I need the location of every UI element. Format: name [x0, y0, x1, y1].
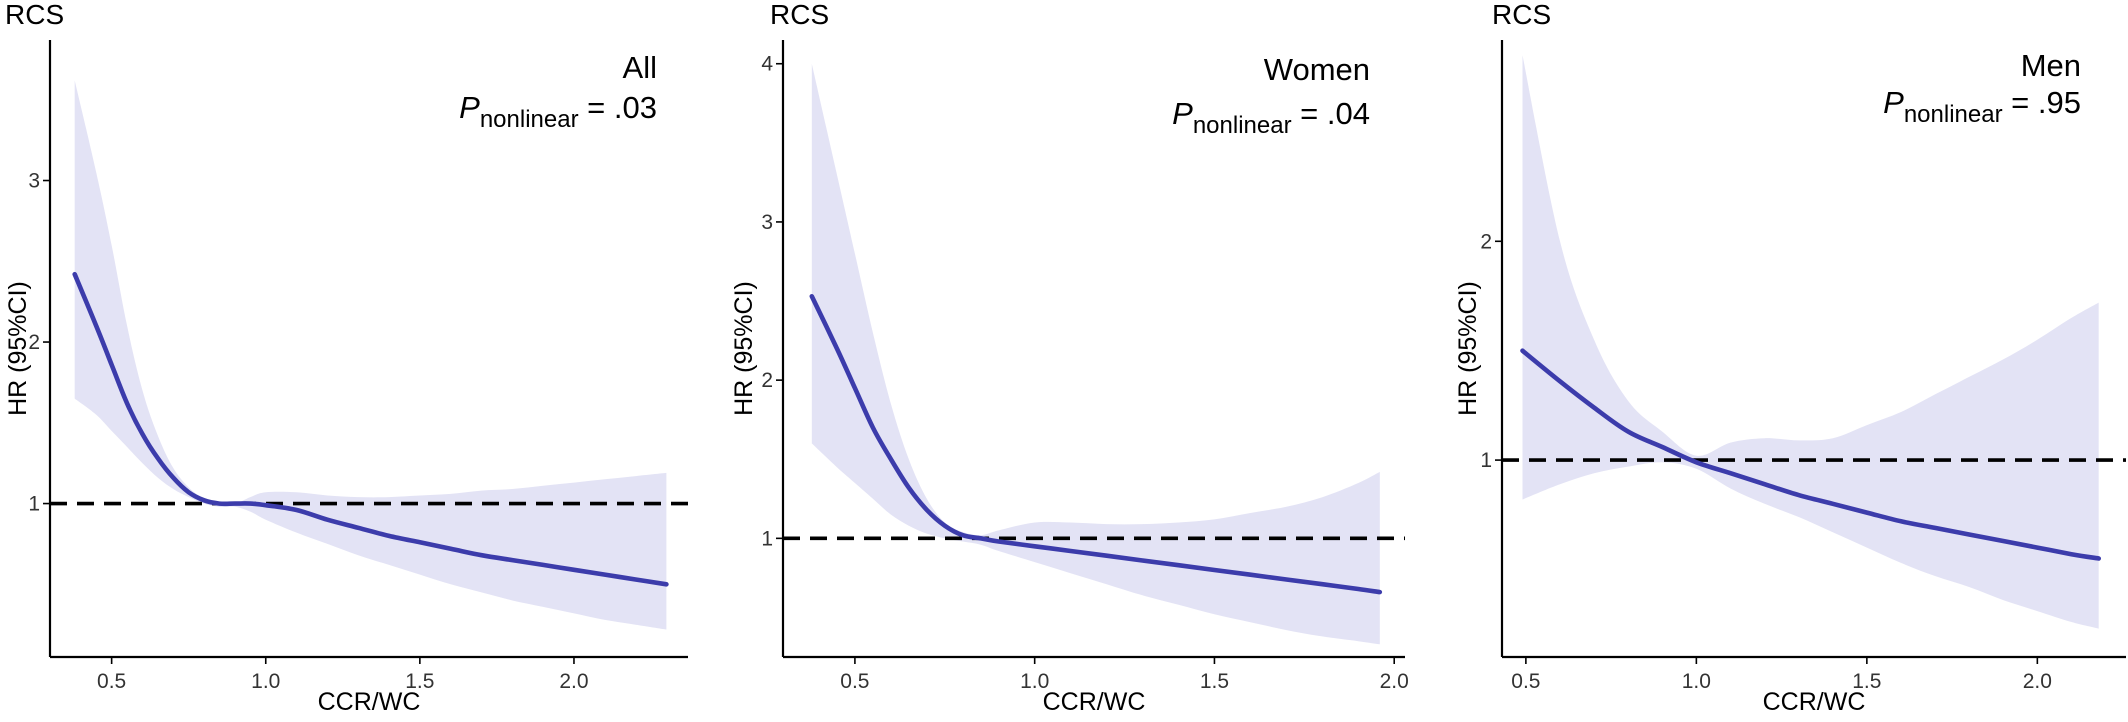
p-nonlinear-label: Pnonlinear = .04	[1172, 96, 1370, 139]
ci-band	[74, 80, 667, 630]
p-nonlinear-label: Pnonlinear = .03	[459, 90, 657, 133]
rcs-chart-all: 0.5 1.0 1.5 2.0 1 2 3 CCR/WC HR (95%CI) RCS All Pno…	[4, 0, 688, 716]
y-tick-label: 1	[1480, 449, 1492, 472]
hr-curve	[1520, 348, 2101, 561]
y-tick-label: 2	[761, 369, 773, 392]
p-symbol: P	[459, 90, 480, 125]
p-symbol: P	[1172, 96, 1193, 131]
y-axis-label: HR (95%CI)	[730, 281, 758, 416]
p-subscript: nonlinear	[480, 106, 579, 133]
x-tick-label: 1.0	[1682, 670, 1711, 693]
y-tick-label: 1	[28, 493, 40, 516]
x-axis-label: CCR/WC	[1043, 688, 1146, 716]
x-tick-label: 0.5	[97, 670, 126, 693]
p-value: = .03	[579, 90, 657, 125]
panel-tag: RCS	[770, 0, 829, 30]
p-value: = .95	[2003, 85, 2081, 120]
y-tick-label: 4	[761, 53, 773, 76]
x-tick-label: 2.0	[559, 670, 588, 693]
y-tick-label: 2	[1480, 230, 1492, 253]
subgroup-label: Men	[2021, 48, 2081, 83]
y-tick-label: 2	[28, 331, 40, 354]
x-axis-label: CCR/WC	[318, 688, 421, 716]
x-tick-label: 1.0	[1020, 670, 1049, 693]
p-value: = .04	[1292, 96, 1370, 131]
rcs-panel-women: 0.5 1.0 1.5 2.0 1 2 3 4 CCR/WC HR (95%CI) RCS Women…	[710, 0, 1410, 722]
y-tick-label: 3	[761, 211, 773, 234]
x-tick-label: 1.5	[1200, 670, 1229, 693]
panel-tag: RCS	[5, 0, 64, 30]
p-nonlinear-label: Pnonlinear = .95	[1883, 85, 2081, 128]
x-tick-label: 2.0	[2023, 670, 2052, 693]
hr-curve	[72, 271, 669, 587]
x-tick-label: 1.5	[405, 670, 434, 693]
x-axis-label: CCR/WC	[1763, 688, 1866, 716]
ci-band	[1522, 55, 2099, 629]
rcs-panel-all: 0.5 1.0 1.5 2.0 1 2 3 CCR/WC HR (95%CI) RCS All Pno…	[0, 0, 700, 722]
subgroup-label: All	[623, 50, 657, 85]
x-tick-label: 1.0	[251, 670, 280, 693]
x-tick-label: 0.5	[840, 670, 869, 693]
x-tick-label: 1.5	[1852, 670, 1881, 693]
p-subscript: nonlinear	[1904, 101, 2003, 128]
y-tick-label: 3	[28, 170, 40, 193]
subgroup-label: Women	[1264, 52, 1370, 87]
x-tick-label: 2.0	[1380, 670, 1409, 693]
rcs-panel-men: 0.5 1.0 1.5 2.0 1 2 CCR/WC HR (95%CI) RCS Men Pnon…	[1420, 0, 2128, 722]
y-tick-label: 1	[761, 527, 773, 550]
x-tick-label: 0.5	[1511, 670, 1540, 693]
hr-curve	[809, 294, 1383, 595]
p-subscript: nonlinear	[1193, 112, 1292, 139]
rcs-chart-women: 0.5 1.0 1.5 2.0 1 2 3 4 CCR/WC HR (95%CI) RCS Women…	[730, 0, 1409, 716]
ci-band	[811, 63, 1380, 645]
p-symbol: P	[1883, 85, 1904, 120]
y-axis-label: HR (95%CI)	[4, 281, 32, 416]
y-axis-label: HR (95%CI)	[1454, 281, 1482, 416]
panel-tag: RCS	[1492, 0, 1551, 30]
